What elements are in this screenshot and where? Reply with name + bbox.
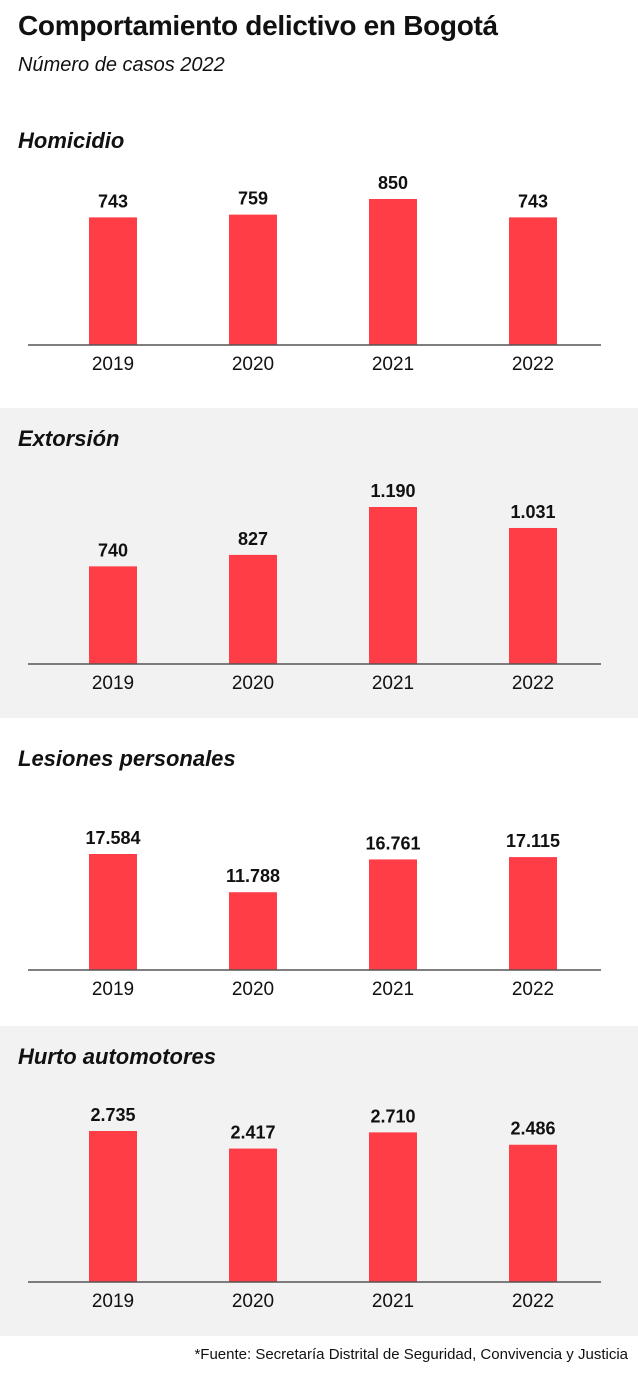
- chart-panel-lesiones: Lesiones personales 17.584 2019 11.788 2020…: [0, 718, 638, 1026]
- x-tick-label: 2021: [372, 979, 414, 1000]
- chart-title: Lesiones personales: [18, 746, 236, 771]
- x-tick-label: 2020: [232, 354, 274, 375]
- x-tick-label: 2022: [512, 354, 554, 375]
- data-label: 2.486: [510, 1119, 555, 1139]
- x-tick-label: 2019: [92, 673, 134, 694]
- data-label: 16.761: [365, 833, 420, 853]
- chart-title: Extorsión: [18, 426, 120, 451]
- bar-2021: [369, 859, 417, 970]
- bar-2019: [89, 854, 137, 970]
- bar-chart-extorsion: 740 2019 827 2020 1.190 2021 1.031 2022: [28, 481, 601, 694]
- data-label: 740: [98, 540, 128, 560]
- x-tick-label: 2019: [92, 1291, 134, 1312]
- bar-2021: [369, 507, 417, 664]
- bar-2022: [509, 217, 557, 345]
- x-tick-label: 2020: [232, 673, 274, 694]
- x-tick-label: 2022: [512, 1291, 554, 1312]
- x-tick-label: 2019: [92, 979, 134, 1000]
- x-tick-label: 2022: [512, 979, 554, 1000]
- x-tick-label: 2020: [232, 1291, 274, 1312]
- bar-2019: [89, 1131, 137, 1282]
- data-label: 850: [378, 173, 408, 193]
- data-label: 827: [238, 529, 268, 549]
- bar-2020: [229, 554, 277, 664]
- x-tick-label: 2020: [232, 979, 274, 1000]
- chart-panel-homicidio: Homicidio 743 2019 759 2020 850 2021 743 2022: [0, 110, 638, 408]
- data-label: 759: [238, 189, 268, 209]
- bar-2020: [229, 214, 277, 345]
- bar-chart-hurto: 2.735 2019 2.417 2020 2.710 2021 2.486 2022: [28, 1105, 601, 1312]
- bar-2022: [509, 1144, 557, 1282]
- data-label: 17.584: [85, 828, 140, 848]
- x-tick-label: 2021: [372, 1291, 414, 1312]
- data-label: 11.788: [226, 866, 280, 886]
- source-note: *Fuente: Secretaría Distrital de Segurid…: [194, 1346, 628, 1363]
- bar-2019: [89, 566, 137, 664]
- x-tick-label: 2021: [372, 673, 414, 694]
- data-label: 2.710: [370, 1106, 415, 1126]
- chart-panel-extorsion: Extorsión 740 2019 827 2020 1.190 2021 1.031 20…: [0, 408, 638, 718]
- data-label: 1.190: [370, 481, 415, 501]
- bar-2020: [229, 1148, 277, 1282]
- data-label: 743: [98, 191, 128, 211]
- bar-chart-homicidio: 743 2019 759 2020 850 2021 743 2022: [28, 173, 601, 375]
- bar-2022: [509, 527, 557, 664]
- bar-2021: [369, 1132, 417, 1282]
- data-label: 2.417: [230, 1123, 275, 1143]
- x-tick-label: 2019: [92, 354, 134, 375]
- x-tick-label: 2022: [512, 673, 554, 694]
- data-label: 1.031: [510, 502, 555, 522]
- chart-title: Homicidio: [18, 128, 125, 153]
- bar-2019: [89, 217, 137, 345]
- x-tick-label: 2021: [372, 354, 414, 375]
- bar-2022: [509, 857, 557, 970]
- bar-chart-lesiones: 17.584 2019 11.788 2020 16.761 2021 17.115 2022: [28, 828, 601, 1000]
- data-label: 2.735: [90, 1105, 135, 1125]
- data-label: 743: [518, 191, 548, 211]
- page-title: Comportamiento delictivo en Bogotá: [18, 10, 498, 41]
- bar-2020: [229, 892, 277, 970]
- bar-2021: [369, 199, 417, 345]
- chart-panel-hurto: Hurto automotores 2.735 2019 2.417 2020 2.71…: [0, 1026, 638, 1336]
- data-label: 17.115: [506, 831, 560, 851]
- chart-title: Hurto automotores: [18, 1044, 216, 1069]
- page-subtitle: Número de casos 2022: [18, 54, 225, 76]
